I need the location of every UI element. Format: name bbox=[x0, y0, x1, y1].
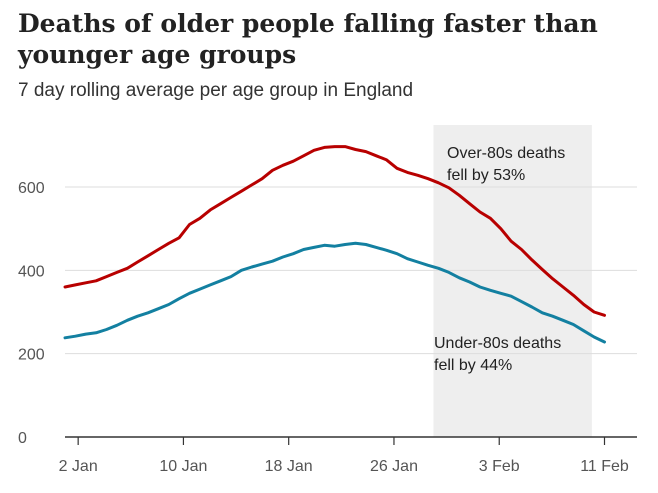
x-tick-label: 2 Jan bbox=[59, 458, 98, 475]
y-tick-label: 600 bbox=[18, 180, 45, 197]
x-tick-label: 18 Jan bbox=[265, 458, 313, 475]
annotation-under80: fell by 44% bbox=[434, 357, 512, 374]
chart-title: Deaths of older people falling faster th… bbox=[18, 9, 598, 69]
y-tick-label: 200 bbox=[18, 347, 45, 364]
chart-subtitle: 7 day rolling average per age group in E… bbox=[18, 80, 414, 101]
x-tick-label: 3 Feb bbox=[479, 458, 520, 475]
annotation-over80: Over-80s deaths bbox=[447, 145, 565, 162]
annotation-under80: Under-80s deaths bbox=[434, 335, 561, 352]
series-line-under80 bbox=[63, 241, 606, 344]
x-tick-label: 11 Feb bbox=[580, 458, 629, 475]
x-tick-label: 10 Jan bbox=[159, 458, 207, 475]
annotation-over80: fell by 53% bbox=[447, 167, 525, 184]
highlight-region bbox=[433, 125, 592, 437]
x-tick-label: 26 Jan bbox=[370, 458, 418, 475]
y-tick-label: 0 bbox=[18, 430, 27, 447]
y-tick-label: 400 bbox=[18, 263, 45, 280]
series-line-over80 bbox=[63, 145, 606, 317]
